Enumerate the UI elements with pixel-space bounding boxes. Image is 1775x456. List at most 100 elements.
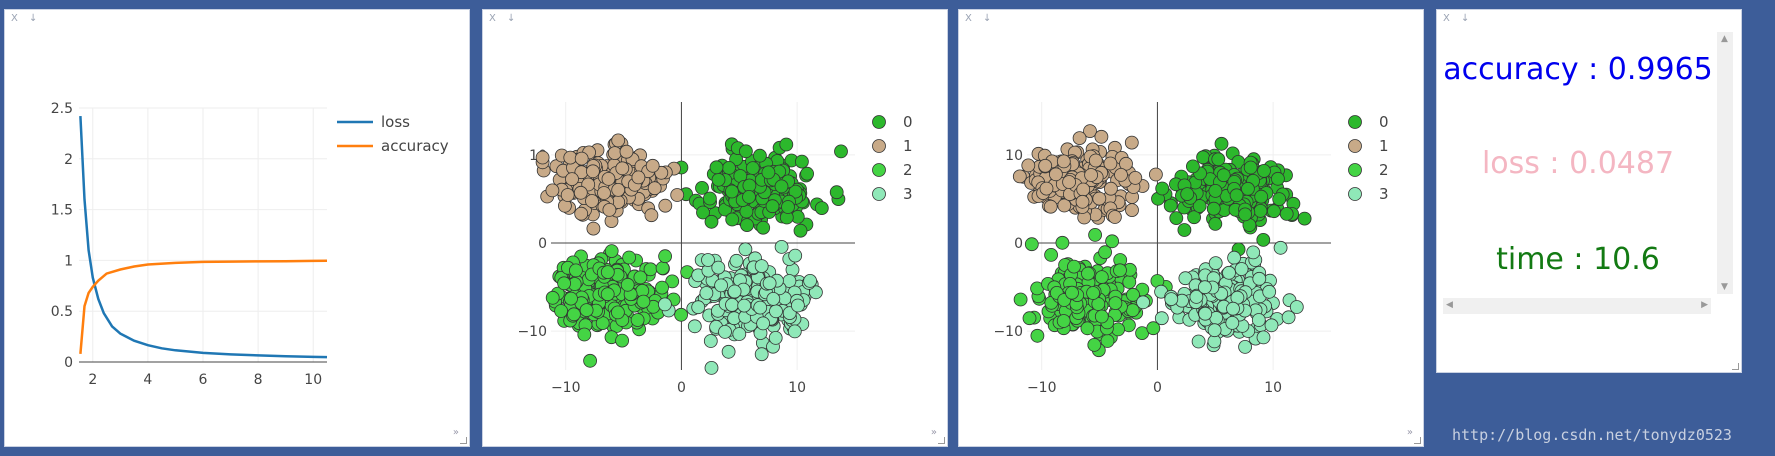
scatter-chart: −10 0 10 −10 0 10 0 1 2 3 xyxy=(993,102,1389,396)
scatter-point-1 xyxy=(1094,129,1109,144)
legend-entry-3: 3 xyxy=(1379,185,1389,203)
scatter-point-0 xyxy=(740,218,754,233)
scatter-point-2 xyxy=(1030,328,1045,343)
scatter-point-3 xyxy=(1264,318,1279,333)
scatter-point-1 xyxy=(670,188,685,202)
legend-swatch-0 xyxy=(872,115,886,129)
download-icon[interactable]: ↓ xyxy=(1461,13,1470,24)
scatter-point-3 xyxy=(787,324,802,339)
scatter-point-3 xyxy=(721,344,736,359)
scatter-point-0 xyxy=(1163,198,1178,213)
scatter-point-3 xyxy=(754,347,769,362)
scatter-point-2 xyxy=(1108,296,1123,311)
scatter-point-0 xyxy=(1185,159,1200,174)
scatter-point-2 xyxy=(1126,287,1140,302)
scatter-point-1 xyxy=(607,146,622,161)
scatter-point-3 xyxy=(738,242,753,257)
x-tick-label: 4 xyxy=(143,372,152,388)
scatter-point-1 xyxy=(1038,158,1053,173)
x-tick-label: 10 xyxy=(1264,380,1282,396)
scatter-point-3 xyxy=(1207,323,1222,338)
vertical-scrollbar[interactable]: ▲ ▼ xyxy=(1717,32,1733,294)
legend-swatch-1 xyxy=(1348,139,1362,153)
scatter-point-2 xyxy=(1146,321,1161,336)
scatter-point-0 xyxy=(1208,183,1223,198)
close-icon[interactable]: X xyxy=(489,13,496,24)
y-tick-label: 1 xyxy=(64,253,73,269)
scatter-point-2 xyxy=(1094,309,1109,324)
scatter-point-2 xyxy=(1067,259,1081,274)
scatter-point-1 xyxy=(1114,167,1128,182)
legend-swatch-3 xyxy=(1348,187,1362,201)
expand-arrow-icon[interactable]: » xyxy=(930,427,937,438)
scatter-point-3 xyxy=(704,360,719,375)
resize-handle-icon[interactable] xyxy=(938,437,945,444)
scatter-point-3 xyxy=(727,284,742,299)
scroll-left-icon[interactable]: ◀ xyxy=(1446,300,1453,310)
pane-toolbar: X ↓ xyxy=(965,13,999,24)
scatter-point-0 xyxy=(1216,168,1231,183)
scatter-point-1 xyxy=(1125,203,1139,218)
scatter-point-0 xyxy=(1211,152,1226,167)
download-icon[interactable]: ↓ xyxy=(983,13,992,24)
scatter-point-1 xyxy=(586,221,601,236)
expand-arrow-icon[interactable]: » xyxy=(452,427,459,438)
line-chart-pane: X ↓ 2 4 6 8 10 0 0.5 1 1.5 2 2.5 loss accuracy » xyxy=(4,9,470,447)
scatter-point-1 xyxy=(611,133,626,148)
scatter-point-3 xyxy=(1178,271,1193,286)
resize-handle-icon[interactable] xyxy=(1732,363,1739,370)
horizontal-scrollbar[interactable]: ◀ ▶ xyxy=(1443,298,1711,314)
series-line-accuracy xyxy=(79,259,328,355)
scatter-point-0 xyxy=(756,220,771,235)
close-icon[interactable]: X xyxy=(965,13,972,24)
resize-handle-icon[interactable] xyxy=(460,437,467,444)
download-icon[interactable]: ↓ xyxy=(507,13,516,24)
scatter-point-1 xyxy=(565,172,579,187)
scatter-point-2 xyxy=(1081,266,1095,281)
scatter-point-0 xyxy=(779,137,794,152)
pane-toolbar: X ↓ xyxy=(1443,13,1477,24)
x-tick-label: −10 xyxy=(1027,380,1057,396)
legend-entry-loss: loss xyxy=(381,113,410,131)
scatter-point-3 xyxy=(691,300,706,315)
scatter-point-1 xyxy=(573,185,588,200)
scatter-point-3 xyxy=(753,300,768,315)
scatter-point-1 xyxy=(574,206,589,221)
scroll-down-icon[interactable]: ▼ xyxy=(1721,282,1728,292)
scatter-point-3 xyxy=(714,278,729,293)
scatter-point-2 xyxy=(1044,247,1058,262)
legend-swatch-2 xyxy=(872,163,886,177)
scatter-point-1 xyxy=(1092,191,1107,206)
scatter-point-2 xyxy=(577,327,592,342)
resize-handle-icon[interactable] xyxy=(1414,437,1421,444)
scatter-point-2 xyxy=(655,280,669,295)
y-tick-label: 0 xyxy=(64,355,73,371)
scatter-point-3 xyxy=(711,260,726,275)
scatter-point-0 xyxy=(1256,232,1271,247)
scatter-point-2 xyxy=(1080,321,1095,336)
scatter-point-0 xyxy=(761,165,776,180)
close-icon[interactable]: X xyxy=(11,13,18,24)
scatter-point-0 xyxy=(1257,163,1271,178)
scroll-right-icon[interactable]: ▶ xyxy=(1701,300,1708,310)
scatter-point-1 xyxy=(1075,194,1090,209)
scatter-point-0 xyxy=(814,201,829,216)
scatter-point-2 xyxy=(1086,286,1101,300)
scatter-point-3 xyxy=(756,316,771,331)
x-tick-label: −10 xyxy=(551,380,581,396)
scroll-up-icon[interactable]: ▲ xyxy=(1721,34,1728,44)
download-icon[interactable]: ↓ xyxy=(29,13,38,24)
scatter-point-3 xyxy=(1222,265,1236,280)
scatter-point-0 xyxy=(695,180,709,195)
legend-entry-1: 1 xyxy=(903,137,913,155)
watermark: http://blog.csdn.net/tonydz0523 xyxy=(1452,426,1732,444)
close-icon[interactable]: X xyxy=(1443,13,1450,24)
scatter-point-2 xyxy=(1024,237,1039,252)
scatter-point-1 xyxy=(658,198,673,213)
expand-arrow-icon[interactable]: » xyxy=(1406,427,1413,438)
scatter-point-0 xyxy=(788,184,803,199)
scatter-point-0 xyxy=(1208,216,1223,231)
scatter-point-1 xyxy=(1083,124,1097,138)
scatter-point-2 xyxy=(1087,337,1102,352)
